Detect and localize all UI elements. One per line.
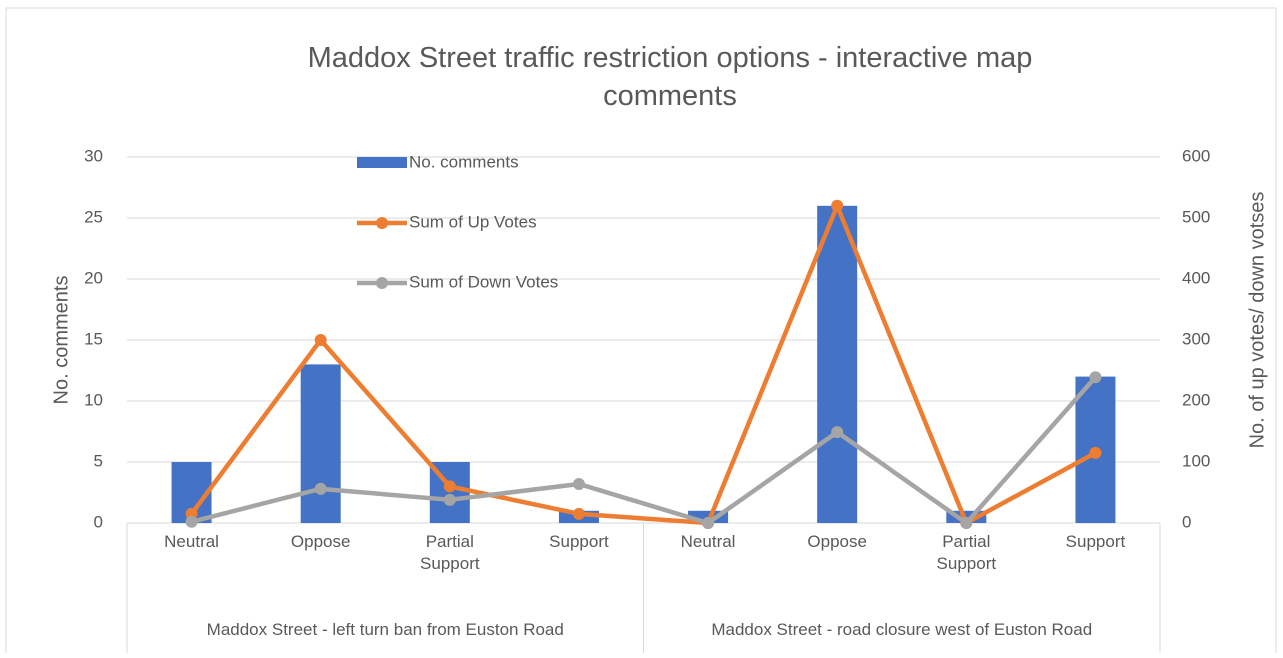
y-tick-label: 20: [84, 268, 103, 287]
y-tick-label: 10: [84, 390, 103, 409]
chart-title-box: Maddox Street traffic restriction option…: [307, 42, 1033, 112]
bar: [300, 364, 341, 523]
legend-label: Sum of Down Votes: [409, 272, 558, 291]
x-tick-label-box: Support: [549, 532, 609, 551]
line: [189, 203, 1097, 526]
x-tick-label: Neutral: [680, 532, 736, 551]
marker: [831, 199, 844, 212]
y2-tick-label: 100: [1182, 451, 1210, 470]
group-label: Maddox Street - road closure west of Eus…: [711, 619, 1093, 639]
bar: [817, 205, 858, 524]
x-tick-label: Neutral: [164, 532, 219, 551]
x-tick-label: Support: [1065, 532, 1126, 551]
x-tick-label: Support: [549, 532, 609, 551]
x-tick-label-box: Partial Support: [936, 532, 997, 574]
y-tick-label: 15: [84, 329, 103, 348]
x-tick-label-box: Neutral: [164, 532, 219, 551]
x-tick-label: Partial Support: [420, 532, 480, 574]
y-tick-label: 25: [84, 207, 103, 226]
marker: [572, 507, 585, 520]
x-tick-label-box: Partial Support: [420, 532, 480, 574]
marker: [443, 480, 456, 493]
marker: [960, 517, 973, 529]
y-tick-label: 0: [94, 512, 103, 531]
y2-tick-label: 0: [1182, 512, 1191, 531]
chart-title: Maddox Street traffic restriction option…: [307, 42, 1033, 112]
y-tick-label: 5: [94, 451, 103, 470]
x-tick-label: Oppose: [290, 532, 351, 551]
chart-border: [5, 7, 1277, 658]
legend-label: Sum of Up Votes: [409, 212, 537, 231]
group-label-box: Maddox Street - road closure west of Eus…: [711, 619, 1093, 639]
legend-swatch: [357, 157, 407, 168]
y-axis-label: No. comments: [50, 276, 72, 405]
y2-tick-label: 600: [1182, 146, 1210, 165]
marker: [702, 517, 715, 529]
x-tick-label: Partial Support: [936, 532, 997, 574]
legend-marker: [376, 217, 388, 229]
marker: [185, 515, 198, 528]
x-tick-label-box: Oppose: [807, 532, 867, 551]
y-tick-label: 30: [84, 146, 103, 165]
marker: [314, 334, 327, 346]
x-tick-label-box: Oppose: [290, 532, 351, 551]
line: [191, 375, 1098, 526]
x-tick-label-box: Support: [1065, 532, 1126, 551]
marker: [443, 493, 456, 506]
x-tick-label-box: Neutral: [680, 532, 736, 551]
legend-marker: [376, 277, 388, 289]
marker: [831, 426, 844, 439]
y2-tick-label: 400: [1182, 268, 1210, 287]
marker: [572, 477, 585, 490]
y2-axis-label: No. of up votes/ down votses: [1246, 192, 1268, 449]
y2-tick-label: 200: [1182, 390, 1210, 409]
x-tick-label: Oppose: [807, 532, 867, 551]
y2-tick-label: 500: [1182, 207, 1210, 226]
legend-label: No. comments: [409, 152, 519, 171]
marker: [1089, 371, 1102, 384]
marker: [1089, 446, 1102, 459]
y2-tick-label: 300: [1182, 329, 1210, 348]
group-label: Maddox Street - left turn ban from Eusto…: [206, 619, 564, 639]
marker: [314, 482, 327, 495]
group-label-box: Maddox Street - left turn ban from Eusto…: [206, 619, 564, 639]
